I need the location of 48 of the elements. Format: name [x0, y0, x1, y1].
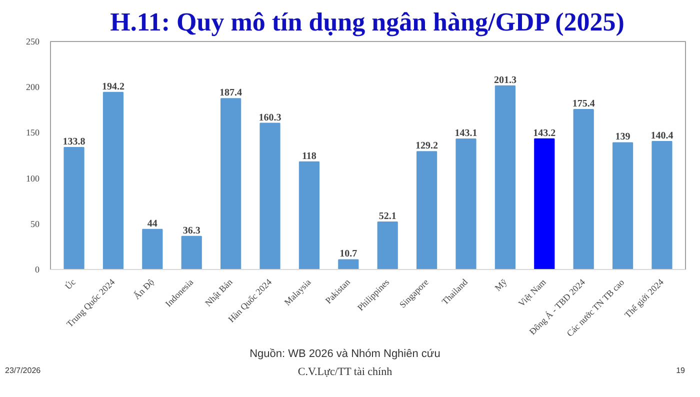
data-label: 10.7 [340, 248, 358, 260]
data-label: 118 [302, 150, 316, 162]
x-tick-label: Úc [63, 276, 78, 292]
x-tick-label: Mỹ [492, 276, 510, 293]
data-label: 44 [147, 218, 158, 230]
bar [534, 138, 555, 270]
bar [181, 236, 202, 270]
data-label: 194.2 [102, 81, 124, 92]
data-label: 139 [615, 132, 630, 143]
y-tick-label: 150 [26, 128, 40, 138]
data-label: 160.3 [258, 112, 282, 124]
y-tick-label: 200 [26, 82, 40, 92]
chart-title: H.11: Quy mô tín dụng ngân hàng/GDP (2025) [110, 8, 624, 36]
data-label: 133.8 [62, 136, 86, 148]
x-tick-label: Việt Nam [516, 276, 548, 309]
text: C.V.Lực/TT tài chính [298, 365, 392, 380]
text: Nguồn: WB 2026 và Nhóm Nghiên cứu [250, 347, 440, 362]
bar [377, 221, 398, 270]
data-label: 143.1 [454, 128, 478, 139]
bar [338, 259, 359, 270]
bar [102, 92, 124, 270]
data-label: 52.1 [378, 210, 396, 222]
bar [494, 85, 516, 270]
bar [64, 146, 84, 270]
text: 23/7/2026 [5, 365, 41, 376]
bar [142, 228, 163, 270]
bar [456, 138, 476, 270]
data-label: 36.3 [182, 225, 200, 236]
y-tick-label: 50 [30, 218, 40, 229]
x-tick-label: Nhật Bản [203, 276, 235, 308]
text: 19 [676, 365, 685, 376]
data-label: 129.2 [416, 140, 438, 152]
bar [220, 98, 242, 270]
data-label: 201.3 [494, 74, 516, 86]
bar [416, 151, 438, 270]
bar [573, 109, 594, 270]
bar [612, 142, 634, 270]
data-label: 143.2 [533, 128, 556, 139]
y-tick-label: 100 [26, 173, 40, 184]
y-tick-label: 250 [26, 36, 40, 46]
y-tick-label: 0 [35, 264, 40, 274]
data-label: 175.4 [572, 98, 595, 110]
data-label: 140.4 [650, 130, 674, 142]
bar [298, 161, 320, 270]
data-label: 187.4 [220, 88, 242, 99]
bar [260, 122, 280, 270]
x-tick-label: Ấn Độ [132, 276, 156, 302]
bar [652, 140, 672, 270]
